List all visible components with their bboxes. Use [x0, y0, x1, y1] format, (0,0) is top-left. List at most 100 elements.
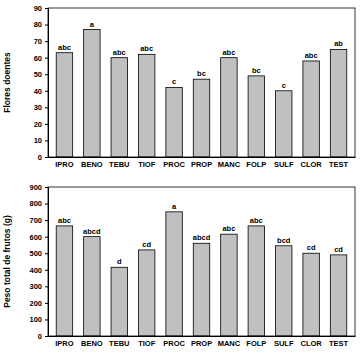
- tick-mark: [45, 74, 48, 75]
- axis-line: [49, 336, 356, 337]
- bar: [138, 54, 154, 157]
- bar: [303, 61, 319, 157]
- tick-label: FOLP: [246, 339, 266, 348]
- bars: [56, 212, 347, 336]
- tick-label: PROC: [163, 160, 185, 169]
- tick-label: MANC: [218, 160, 241, 169]
- tick-label: CLOR: [301, 339, 323, 348]
- tick-mark: [45, 204, 48, 205]
- tick-mark: [45, 91, 48, 92]
- tick-label: SULF: [274, 160, 294, 169]
- tick: PROC: [163, 336, 185, 348]
- bar: [330, 49, 346, 157]
- tick-mark: [45, 253, 48, 254]
- annotation: d: [117, 257, 122, 266]
- tick: PROP: [191, 336, 212, 348]
- bar: [193, 243, 209, 336]
- tick: TEBU: [109, 157, 129, 169]
- plot-frame: [48, 8, 355, 157]
- tick-label: PROP: [191, 160, 212, 169]
- tick-mark: [45, 157, 48, 158]
- tick-mark: [45, 107, 48, 108]
- tick-label: 100: [29, 315, 42, 324]
- bar: [248, 76, 264, 157]
- tick: 800: [29, 199, 48, 208]
- annotation: abcd: [193, 233, 211, 242]
- tick: 80: [34, 20, 48, 29]
- tick-label: 20: [34, 120, 42, 129]
- tick: 60: [34, 54, 48, 63]
- tick-mark: [45, 220, 48, 221]
- tick-label: IPRO: [55, 160, 74, 169]
- bar: [56, 53, 72, 157]
- tick-mark: [45, 124, 48, 125]
- tick-label: 200: [29, 299, 42, 308]
- y-axis-title: Peso total de frutos (g): [2, 215, 12, 308]
- bar: [111, 267, 127, 336]
- tick-label: 900: [29, 183, 42, 192]
- tick-label: 800: [29, 199, 42, 208]
- tick-label: 400: [29, 266, 42, 275]
- tick: 50: [34, 70, 48, 79]
- tick: PROP: [191, 157, 212, 169]
- annotation: a: [172, 202, 177, 211]
- annotation: abc: [113, 48, 126, 57]
- annotation: a: [90, 20, 95, 29]
- bar: [111, 58, 127, 157]
- tick-mark: [45, 303, 48, 304]
- tick: 400: [29, 266, 48, 275]
- annotation: abc: [222, 48, 235, 57]
- tick: 700: [29, 216, 48, 225]
- tick-label: TEBU: [109, 160, 129, 169]
- annotation: abc: [250, 216, 263, 225]
- tick: BENO: [81, 157, 103, 169]
- tick: TIOF: [138, 336, 155, 348]
- annotation: bc: [252, 66, 261, 75]
- tick: 10: [34, 136, 48, 145]
- tick: 70: [34, 37, 48, 46]
- tick-label: FOLP: [246, 160, 266, 169]
- annotation: abc: [140, 44, 153, 53]
- annotation: cd: [334, 245, 343, 254]
- tick-label: 300: [29, 282, 42, 291]
- tick: 600: [29, 233, 48, 242]
- tick: SULF: [274, 336, 294, 348]
- tick-label: IPRO: [55, 339, 74, 348]
- bar: [303, 253, 319, 336]
- tick-mark: [45, 336, 48, 337]
- tick-mark: [45, 286, 48, 287]
- annotation: abc: [58, 43, 71, 52]
- tick-mark: [45, 140, 48, 141]
- axis-line: [45, 188, 49, 337]
- y-axis-title: Flores doentes: [2, 52, 12, 113]
- annotation: cd: [307, 243, 316, 252]
- chart: 0102030405060708090IPROBENOTEBUTIOFPROCP…: [2, 4, 356, 169]
- tick-label: 80: [34, 20, 42, 29]
- tick: 900: [29, 183, 48, 192]
- tick: 90: [34, 4, 48, 13]
- tick-mark: [45, 41, 48, 42]
- tick-label: 700: [29, 216, 42, 225]
- annotations: abcaabcabccbcabcbccabcab: [58, 20, 343, 90]
- tick: 0: [38, 332, 48, 341]
- x-axis: IPRO BENO TEBU TIOF PROC PROP MANC FOLP SULF CLOR…: [49, 157, 356, 169]
- tick-label: SULF: [274, 339, 294, 348]
- plot-frame: [48, 187, 355, 336]
- tick: IPRO: [55, 336, 74, 348]
- tick: MANC: [218, 336, 241, 348]
- tick-mark: [45, 319, 48, 320]
- tick: TEST: [329, 336, 349, 348]
- tick-label: TIOF: [138, 339, 155, 348]
- tick-label: TIOF: [138, 160, 155, 169]
- tick: CLOR: [301, 157, 323, 169]
- tick: SULF: [274, 157, 294, 169]
- axis-line: [49, 157, 356, 158]
- tick-label: TEST: [329, 160, 349, 169]
- tick-label: BENO: [81, 160, 103, 169]
- tick: CLOR: [301, 336, 323, 348]
- figure: 0102030405060708090IPROBENOTEBUTIOFPROCP…: [0, 0, 360, 358]
- tick: IPRO: [55, 157, 74, 169]
- tick-mark: [45, 270, 48, 271]
- tick: 500: [29, 249, 48, 258]
- bars: [56, 30, 347, 157]
